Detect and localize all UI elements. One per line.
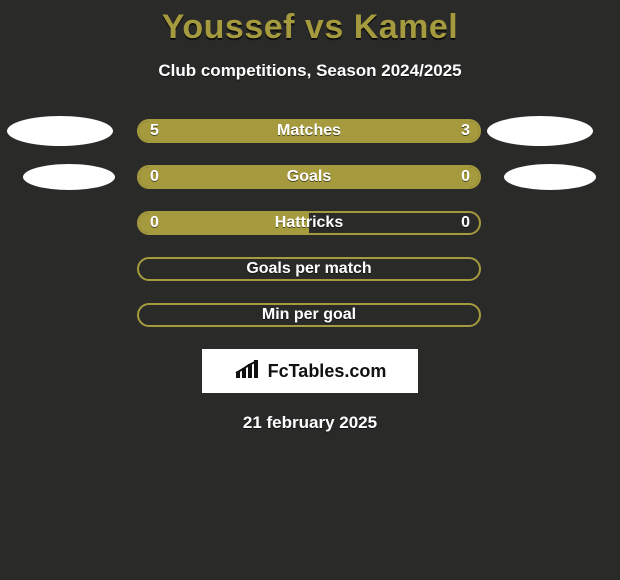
stat-bar-right-fill xyxy=(346,121,479,141)
stat-bar-left-fill xyxy=(139,121,346,141)
stat-bar: Matches xyxy=(137,119,481,143)
placeholder-ellipse-left xyxy=(23,164,115,190)
stat-row: Hattricks0 0 xyxy=(0,211,620,235)
source-badge[interactable]: FcTables.com xyxy=(202,349,418,393)
stat-value-left: 0 xyxy=(150,165,159,189)
source-badge-text: FcTables.com xyxy=(268,361,387,382)
stat-bar: Min per goal xyxy=(137,303,481,327)
stat-value-right: 0 xyxy=(461,165,470,189)
subtitle: Club competitions, Season 2024/2025 xyxy=(0,61,620,81)
player-left-name: Youssef xyxy=(162,8,295,46)
placeholder-ellipse-right xyxy=(504,164,596,190)
placeholder-ellipse-right xyxy=(487,116,593,146)
stat-bar: Goals per match xyxy=(137,257,481,281)
chart-icon xyxy=(234,358,262,385)
stat-bar-left-fill xyxy=(139,213,309,233)
date-label: 21 february 2025 xyxy=(0,413,620,433)
stat-row: Matches5 3 xyxy=(0,119,620,143)
player-right-name: Kamel xyxy=(354,8,459,46)
vs-separator: vs xyxy=(305,8,344,46)
stat-row: Goals per match xyxy=(0,257,620,281)
stat-bar-left-fill xyxy=(139,167,309,187)
stat-value-right: 3 xyxy=(461,119,470,143)
stat-bar-right-fill xyxy=(309,167,479,187)
stat-value-left: 5 xyxy=(150,119,159,143)
stat-row: Min per goal xyxy=(0,303,620,327)
title: Youssef vs Kamel xyxy=(0,8,620,47)
comparison-card: Youssef vs Kamel Club competitions, Seas… xyxy=(0,0,620,580)
stat-label: Goals per match xyxy=(139,259,479,279)
stat-value-right: 0 xyxy=(461,211,470,235)
stat-bar: Goals xyxy=(137,165,481,189)
stat-rows: Matches53Goals00Hattricks00Goals per mat… xyxy=(0,119,620,327)
stat-value-left: 0 xyxy=(150,211,159,235)
stat-label: Min per goal xyxy=(139,305,479,325)
placeholder-ellipse-left xyxy=(7,116,113,146)
stat-row: Goals0 0 xyxy=(0,165,620,189)
stat-bar: Hattricks xyxy=(137,211,481,235)
